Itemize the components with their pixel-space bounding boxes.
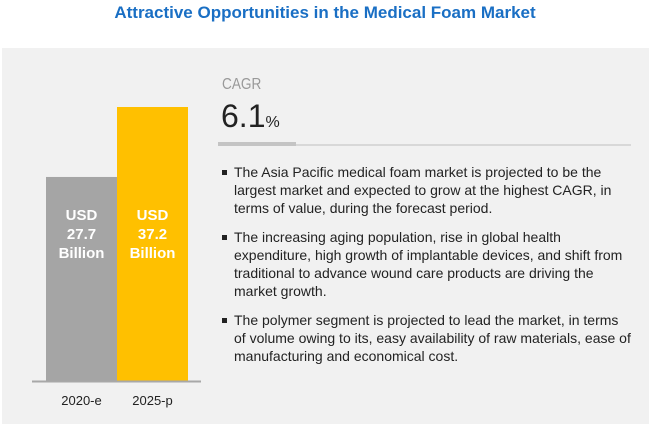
cagr-unit: % bbox=[265, 114, 280, 131]
divider bbox=[296, 144, 631, 146]
x-tick-label: 2020-e bbox=[61, 393, 101, 408]
bullet-item: The Asia Pacific medical foam market is … bbox=[222, 163, 632, 217]
x-tick-label: 2025-p bbox=[132, 393, 172, 408]
cagr-number: 6.1 bbox=[221, 98, 266, 134]
bullet-list: The Asia Pacific medical foam market is … bbox=[222, 163, 632, 376]
bar-data-label: USD bbox=[137, 207, 169, 224]
bar-2020-e bbox=[46, 176, 117, 381]
divider-accent bbox=[218, 142, 296, 146]
page-title: Attractive Opportunities in the Medical … bbox=[114, 3, 536, 22]
bar-2025-p bbox=[117, 107, 188, 381]
bar-data-label: USD bbox=[66, 207, 98, 224]
bar-data-label: 37.2 bbox=[138, 226, 167, 243]
bar-data-label: 27.7 bbox=[67, 226, 96, 243]
bullet-item: The increasing aging population, rise in… bbox=[222, 228, 632, 300]
cagr-label: CAGR bbox=[222, 76, 262, 93]
bullet-item: The polymer segment is projected to lead… bbox=[222, 311, 632, 365]
bar-data-label: Billion bbox=[130, 245, 176, 262]
bar-data-label: Billion bbox=[59, 245, 105, 262]
cagr-value: 6.1% bbox=[221, 98, 280, 135]
